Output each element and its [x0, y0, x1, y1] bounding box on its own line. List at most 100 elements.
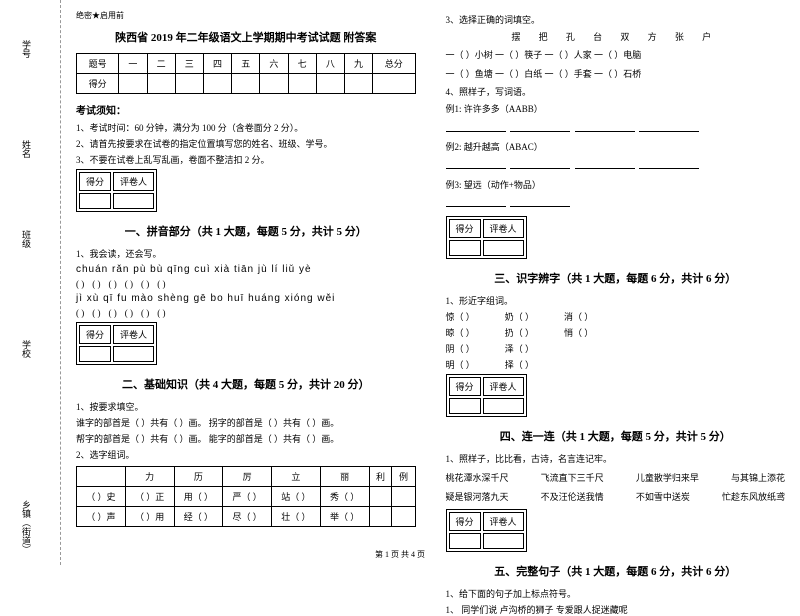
cell: 七 — [288, 54, 316, 74]
radical-header: 力 历 厉 立 丽 利 例 — [77, 467, 416, 487]
p: 飞流直下三千尺 — [541, 471, 604, 484]
poem-row-1: 桃花潭水深千尺 飞流直下三千尺 儿童散学归来早 与其锦上添花 — [446, 471, 786, 484]
sb-label: 评卷人 — [483, 512, 524, 531]
q3-label: 3、选择正确的词填空。 — [446, 13, 786, 26]
cell: 八 — [316, 54, 344, 74]
page-footer: 第 1 页 共 4 页 — [0, 549, 800, 560]
sb-label: 得分 — [449, 377, 481, 396]
sb-label: 得分 — [449, 512, 481, 531]
s4-q1: 1、照样子，比比看，古诗，名言连记牢。 — [446, 452, 786, 465]
sb-label: 评卷人 — [113, 172, 154, 191]
page-root: 学号 姓名 班级 学校 乡镇（街道） 绝密★启用前 陕西省 2019 年二年级语… — [0, 0, 800, 565]
right-column: 3、选择正确的词填空。 摆 把 孔 台 双 方 张 户 一（ ）小树 一（ ）筷… — [431, 0, 800, 565]
q3-fill-2: 一（ ）鱼塘 一（ ）白纸 一（ ）手套 一（ ）石桥 — [446, 67, 786, 81]
p: 不及汪伦送我情 — [541, 490, 604, 503]
radical-line-1: 谁字的部首是（ ）共有（ ）画。 拐字的部首是（ ）共有（ ）画。 — [76, 416, 416, 429]
char-row-2: 晾（ ）扔（ ）悄（ ） — [446, 326, 786, 339]
sb-label: 得分 — [79, 325, 111, 344]
c: 消（ ） — [564, 312, 593, 322]
cell: 总分 — [373, 54, 415, 74]
blank-line-2 — [446, 158, 786, 173]
sb-label: 得分 — [79, 172, 111, 191]
cell: 立 — [272, 467, 321, 487]
cell: 利 — [369, 467, 392, 487]
char-row-3: 阴（ ）泽（ ） — [446, 342, 786, 355]
c: 扔（ ） — [505, 328, 534, 338]
pinyin-line-1: chuán rǎn pù bù qīng cuì xià tiān jù lí … — [76, 264, 416, 275]
cell: 举（ ） — [320, 507, 369, 527]
exam-title: 陕西省 2019 年二年级语文上学期期中考试试题 附答案 — [76, 29, 416, 45]
cell: 历 — [174, 467, 223, 487]
cell: 题号 — [77, 54, 119, 74]
radical-row-1: （ ）史 （ ）正 用（ ） 严（ ） 站（ ） 秀（ ） — [77, 487, 416, 507]
blank-line-1 — [446, 121, 786, 136]
cell: 得分 — [77, 74, 119, 94]
cell: 一 — [119, 54, 147, 74]
cell: （ ）正 — [125, 487, 174, 507]
c: 泽（ ） — [505, 344, 534, 354]
notice-1: 1、考试时间：60 分钟，满分为 100 分（含卷面分 2 分）。 — [76, 121, 416, 134]
p: 儿童散学归来早 — [636, 471, 699, 484]
q4-label: 4、照样子，写词语。 — [446, 85, 786, 98]
score-box-2: 得分评卷人 — [76, 322, 157, 365]
sb-label: 得分 — [449, 219, 481, 238]
q1-label: 1、我会读，还会写。 — [76, 247, 416, 260]
cell — [369, 487, 392, 507]
secret-note: 绝密★启用前 — [76, 10, 416, 21]
margin-label-class: 班级 — [20, 230, 33, 248]
q4-ex2: 例2: 越升越高（ABAC） — [446, 140, 786, 154]
pinyin-line-2: jì xù qī fu mào shèng gē bo huī huáng xi… — [76, 293, 416, 304]
cell: 壮（ ） — [272, 507, 321, 527]
section-2-title: 二、基础知识（共 4 大题，每题 5 分，共计 20 分） — [76, 376, 416, 392]
cell — [369, 507, 392, 527]
margin-label-name: 姓名 — [20, 140, 33, 158]
notice-2: 2、请首先按要求在试卷的指定位置填写您的姓名、班级、学号。 — [76, 137, 416, 150]
sb-label: 评卷人 — [113, 325, 154, 344]
q3-fill-1: 一（ ）小树 一（ ）筷子 一（ ）人家 一（ ）电脑 — [446, 48, 786, 62]
score-value-row: 得分 — [77, 74, 416, 94]
p: 桃花潭水深千尺 — [446, 471, 509, 484]
score-header-row: 题号 一 二 三 四 五 六 七 八 九 总分 — [77, 54, 416, 74]
score-table: 题号 一 二 三 四 五 六 七 八 九 总分 得分 — [76, 53, 416, 94]
sb-label: 评卷人 — [483, 377, 524, 396]
cell: 严（ ） — [223, 487, 272, 507]
cell: 三 — [175, 54, 203, 74]
p: 忙趁东风放纸鸢 — [722, 490, 785, 503]
char-row-1: 惊（ ）奶（ ）消（ ） — [446, 310, 786, 323]
blank-line-3 — [446, 196, 786, 211]
cell: （ ）史 — [77, 487, 126, 507]
cell: 六 — [260, 54, 288, 74]
paren-row-2: ( )( )( )( )( )( ) — [76, 308, 416, 318]
cell: 丽 — [320, 467, 369, 487]
p: 与其锦上添花 — [731, 471, 785, 484]
s3-q1: 1、形近字组词。 — [446, 294, 786, 307]
p: 不如雪中送炭 — [636, 490, 690, 503]
section-3-title: 三、识字辨字（共 1 大题，每题 6 分，共计 6 分） — [446, 270, 786, 286]
margin-label-school: 学校 — [20, 340, 33, 358]
radical-line-2: 帮字的部首是（ ）共有（ ）画。 能字的部首是（ ）共有（ ）画。 — [76, 432, 416, 445]
cell — [77, 467, 126, 487]
c: 晾（ ） — [446, 328, 475, 338]
c: 择（ ） — [505, 360, 534, 370]
cell: 力 — [125, 467, 174, 487]
cell: （ ）用 — [125, 507, 174, 527]
cell: 厉 — [223, 467, 272, 487]
score-box-4: 得分评卷人 — [446, 374, 527, 417]
s5-q1: 1、给下面的句子加上标点符号。 — [446, 587, 786, 600]
section-4-title: 四、连一连（共 1 大题，每题 5 分，共计 5 分） — [446, 428, 786, 444]
cell: 九 — [344, 54, 372, 74]
radical-table: 力 历 厉 立 丽 利 例 （ ）史 （ ）正 用（ ） 严（ ） 站（ ） 秀… — [76, 466, 416, 527]
cell: 站（ ） — [272, 487, 321, 507]
cell: 尽（ ） — [223, 507, 272, 527]
cell: 五 — [232, 54, 260, 74]
paren-row-1: ( )( )( )( )( )( ) — [76, 279, 416, 289]
content-area: 绝密★启用前 陕西省 2019 年二年级语文上学期期中考试试题 附答案 题号 一… — [61, 0, 800, 565]
c: 明（ ） — [446, 360, 475, 370]
cell: 秀（ ） — [320, 487, 369, 507]
score-box-1: 得分评卷人 — [76, 169, 157, 212]
p: 疑是银河落九天 — [446, 490, 509, 503]
left-column: 绝密★启用前 陕西省 2019 年二年级语文上学期期中考试试题 附答案 题号 一… — [61, 0, 431, 565]
cell: 经（ ） — [174, 507, 223, 527]
margin-label-town: 乡镇（街道） — [20, 500, 33, 554]
cell: 用（ ） — [174, 487, 223, 507]
